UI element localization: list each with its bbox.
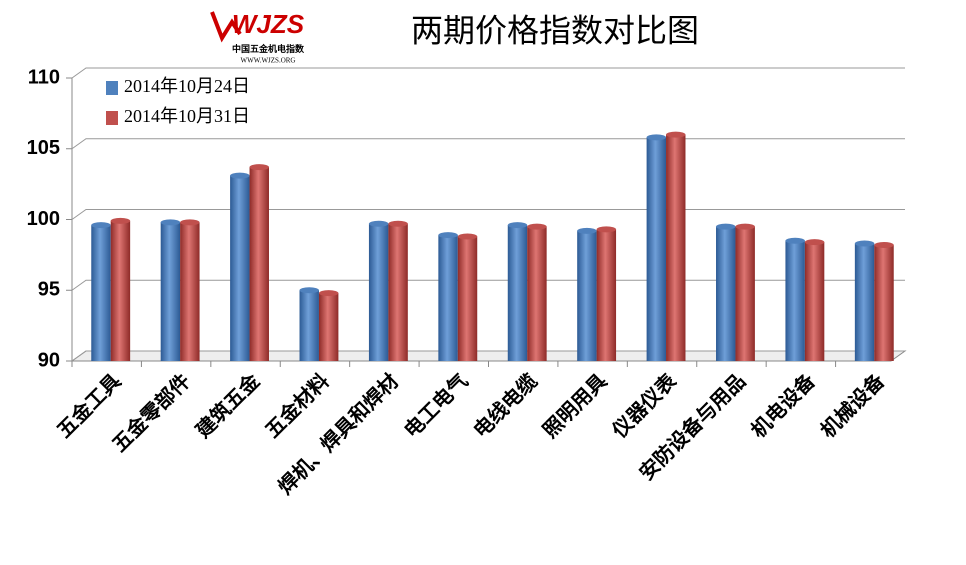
logo-subtitle: 中国五金机电指数 — [232, 43, 305, 54]
bar — [577, 230, 597, 361]
bar-top — [388, 220, 408, 227]
x-tick-label: 电工电气 — [399, 369, 473, 443]
bar-top — [646, 134, 667, 141]
bar — [507, 225, 528, 361]
logo-url: WWW.WJZS.ORG — [241, 57, 296, 65]
legend-label: 2014年10月24日 — [124, 76, 250, 96]
bar — [596, 229, 617, 361]
bar — [368, 223, 389, 361]
bar-top — [457, 233, 478, 240]
bar — [785, 240, 805, 361]
legend: 2014年10月24日 2014年10月31日 — [106, 76, 250, 126]
y-tick-label: 95 — [38, 279, 60, 301]
bar-top — [577, 227, 597, 234]
bar-top — [318, 290, 339, 297]
bar-top — [874, 241, 894, 248]
x-tick-label: 建筑五金 — [191, 368, 265, 442]
bar — [854, 243, 875, 361]
bar — [457, 236, 478, 361]
bar — [388, 223, 408, 361]
bar — [438, 235, 458, 361]
bar-top — [596, 226, 617, 233]
bar — [527, 226, 547, 361]
y-tick-label: 100 — [27, 208, 60, 230]
x-tick-label: 机电设备 — [746, 368, 820, 442]
bar-top — [160, 219, 181, 226]
bar-top — [438, 232, 458, 239]
bar — [318, 293, 339, 361]
legend-swatch — [106, 81, 118, 95]
y-tick-label: 110 — [28, 66, 60, 88]
bar-top — [785, 237, 805, 244]
bar — [804, 242, 825, 361]
bar — [299, 290, 319, 361]
x-tick-label: 五金材料 — [260, 369, 334, 443]
bar-top — [527, 223, 547, 230]
grid-line — [71, 138, 905, 150]
bar — [874, 244, 894, 361]
bar — [249, 167, 269, 361]
bar — [110, 220, 131, 361]
bar — [735, 226, 755, 361]
bar — [180, 222, 200, 361]
bar-top — [735, 223, 755, 230]
bar-top — [666, 131, 686, 138]
bar-top — [110, 217, 131, 224]
bar-top — [299, 287, 319, 294]
bar — [230, 175, 250, 361]
legend-label: 2014年10月31日 — [124, 106, 250, 126]
bar-top — [249, 164, 269, 171]
logo-name: WJZS — [232, 9, 305, 39]
bar-top — [91, 222, 111, 229]
bar-top — [230, 172, 250, 179]
grid-line — [71, 279, 905, 291]
bar-top — [804, 239, 825, 246]
chart-title: 两期价格指数对比图 — [411, 12, 699, 48]
bar — [666, 134, 686, 361]
y-tick-label: 105 — [27, 137, 60, 159]
bar-top — [368, 220, 389, 227]
bar — [160, 222, 181, 361]
logo-arrow — [210, 11, 242, 43]
x-tick-label: 照明用具 — [539, 370, 612, 443]
bar — [91, 225, 111, 361]
x-tick-label: 焊机、焊具和焊材 — [273, 369, 403, 499]
y-tick-label: 90 — [38, 349, 60, 371]
grid-line — [71, 67, 905, 79]
x-tick-label: 仪器仪表 — [607, 368, 682, 443]
bar-top — [180, 219, 200, 226]
x-tick-label: 五金工具 — [52, 369, 126, 443]
grid-line — [71, 209, 905, 220]
x-tick-label: 电线电缆 — [468, 369, 542, 443]
bar — [646, 137, 667, 361]
bar-top — [854, 240, 875, 247]
bar-top — [716, 223, 736, 230]
bar-top — [507, 222, 528, 229]
logo: WJZS 中国五金机电指数 WWW.WJZS.ORG — [210, 9, 305, 65]
grid-line — [71, 350, 905, 362]
x-tick-label: 机械设备 — [816, 368, 890, 442]
bar — [716, 226, 736, 361]
legend-swatch — [106, 111, 118, 125]
